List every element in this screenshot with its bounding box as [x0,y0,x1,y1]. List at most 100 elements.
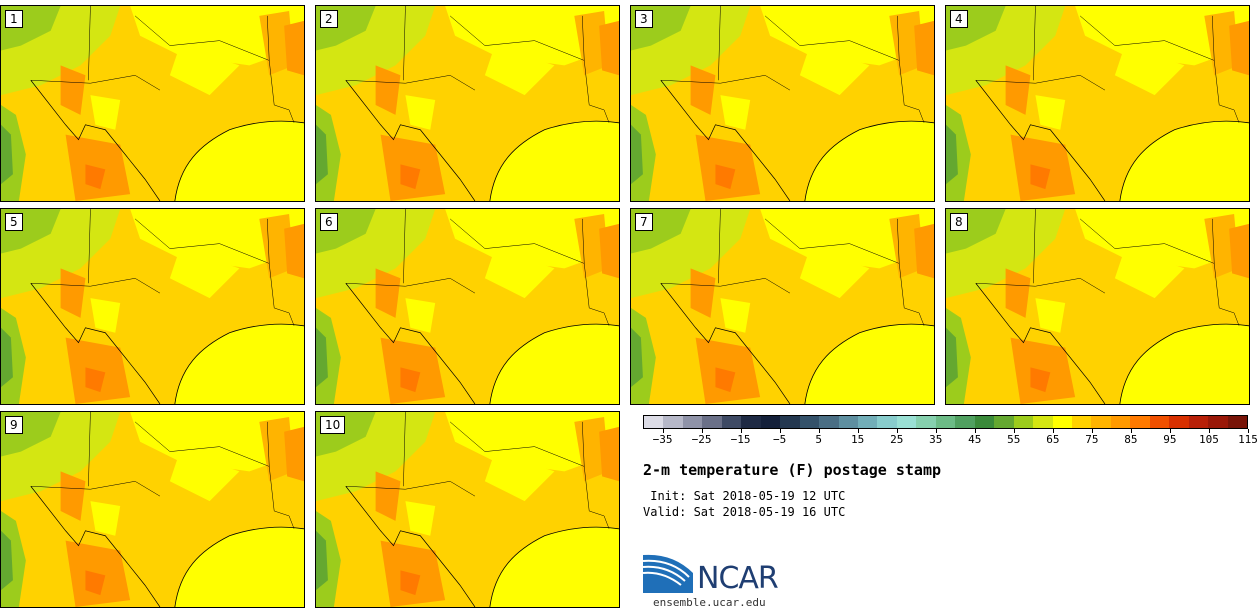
colorbar-segment [1227,416,1248,428]
colorbar-segment [721,416,742,428]
colorbar-tick-label: 45 [968,433,982,446]
colorbar-segment [799,416,820,428]
colorbar-segment [1071,416,1092,428]
colorbar-tick [740,429,742,433]
member-number-label: 1 [5,10,23,28]
colorbar-segment [916,416,936,428]
member-number-label: 8 [950,213,968,231]
colorbar-segment [935,416,956,428]
colorbar-tick-label: −35 [652,433,673,446]
temperature-map [316,412,619,607]
colorbar-tick [896,429,898,433]
colorbar-tick-label: 75 [1085,433,1099,446]
ncar-logo-icon [643,554,693,593]
colorbar-tick [662,429,664,433]
ensemble-url[interactable]: ensemble.ucar.edu [653,596,766,609]
member-number-label: 6 [320,213,338,231]
colorbar-tick-label: 55 [1007,433,1021,446]
init-time: Init: Sat 2018-05-19 12 UTC [643,489,846,503]
colorbar-tick [1130,429,1132,433]
colorbar-segment [702,416,722,428]
colorbar-segment [974,416,995,428]
temperature-map [1,412,304,607]
colorbar-segment [1052,416,1072,428]
temperature-map [631,209,934,404]
colorbar-tick [779,429,781,433]
temperature-colorbar [643,415,1248,429]
ensemble-member-panel[interactable]: 9 [0,411,305,608]
colorbar-tick [1248,429,1249,433]
colorbar-tick-label: 95 [1163,433,1177,446]
colorbar-segment [955,416,975,428]
ncar-logo-text: NCAR [697,561,779,596]
colorbar-tick-label: 115 [1238,433,1258,446]
colorbar-segment [994,416,1014,428]
ensemble-member-panel[interactable]: 8 [945,208,1250,405]
temperature-map [316,6,619,201]
member-number-label: 5 [5,213,23,231]
colorbar-tick-label: 5 [815,433,822,446]
colorbar-segment [760,416,781,428]
colorbar-segment [663,416,683,428]
valid-time: Valid: Sat 2018-05-19 16 UTC [643,505,846,519]
ensemble-member-panel[interactable]: 2 [315,5,620,202]
colorbar-tick [1013,429,1015,433]
colorbar-tick [818,429,820,433]
colorbar-segment [1033,416,1053,428]
member-number-label: 2 [320,10,338,28]
member-number-label: 3 [635,10,653,28]
member-number-label: 7 [635,213,653,231]
member-number-label: 10 [320,416,346,434]
temperature-map [1,6,304,201]
ensemble-member-panel[interactable]: 6 [315,208,620,405]
colorbar-segment [1208,416,1228,428]
colorbar-segment [1169,416,1189,428]
member-number-label: 9 [5,416,23,434]
chart-title: 2-m temperature (F) postage stamp [643,461,942,479]
colorbar-tick [974,429,976,433]
colorbar-tick-label: 15 [851,433,865,446]
colorbar-tick-label: 25 [890,433,904,446]
temperature-map [1,209,304,404]
colorbar-tick [1052,429,1054,433]
colorbar-segment [780,416,800,428]
colorbar-tick [935,429,937,433]
colorbar-segment [682,416,703,428]
colorbar-tick-label: 85 [1124,433,1138,446]
colorbar-tick-label: −15 [730,433,751,446]
colorbar-segment [1149,416,1170,428]
colorbar-segment [877,416,897,428]
ensemble-member-panel[interactable]: 5 [0,208,305,405]
ensemble-member-panel[interactable]: 1 [0,5,305,202]
colorbar-segment [819,416,839,428]
ensemble-member-panel[interactable]: 3 [630,5,935,202]
colorbar-segment [644,416,664,428]
colorbar-segment [741,416,761,428]
colorbar-tick [1208,429,1210,433]
colorbar-segment [1091,416,1111,428]
colorbar-tick [857,429,859,433]
colorbar-tick-label: 105 [1199,433,1219,446]
colorbar-tick [701,429,703,433]
colorbar-segment [1188,416,1209,428]
colorbar-segment [857,416,878,428]
temperature-map [946,209,1249,404]
ensemble-member-panel[interactable]: 10 [315,411,620,608]
colorbar-segment [1013,416,1034,428]
colorbar-tick [1169,429,1171,433]
colorbar-tick-label: −5 [772,433,787,446]
temperature-map [946,6,1249,201]
colorbar-tick-label: −25 [691,433,712,446]
colorbar-tick-label: 35 [929,433,943,446]
temperature-map [631,6,934,201]
colorbar-tick-label: 65 [1046,433,1060,446]
colorbar-segment [1110,416,1131,428]
colorbar-ticks: −35 −25 −15 −5 5 15 25 35 45 55 65 75 85 95 105 115 [643,429,1258,449]
colorbar-segment [896,416,917,428]
colorbar-segment [1130,416,1150,428]
ensemble-member-panel[interactable]: 7 [630,208,935,405]
colorbar-tick [1091,429,1093,433]
ensemble-member-panel[interactable]: 4 [945,5,1250,202]
colorbar-segment [838,416,858,428]
temperature-map [316,209,619,404]
